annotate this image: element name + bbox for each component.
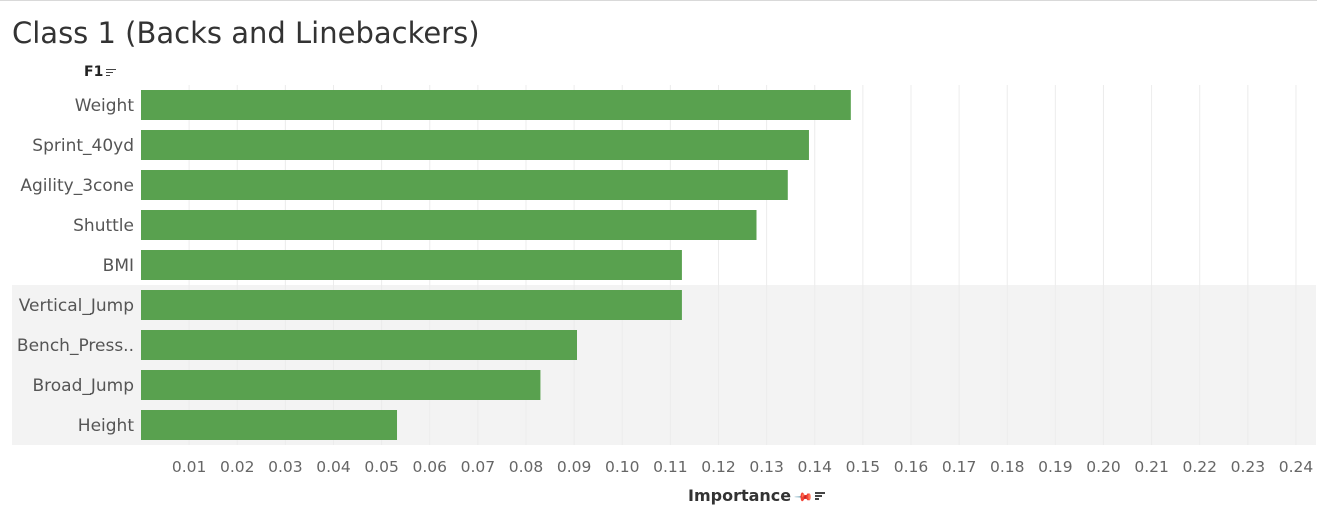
row-header-label: F1 — [84, 64, 104, 80]
x-tick-label: 0.11 — [653, 458, 688, 476]
row-label: Bench_Press.. — [17, 336, 134, 356]
x-tick-label: 0.17 — [942, 458, 977, 476]
x-tick-label: 0.23 — [1231, 458, 1266, 476]
x-tick-label: 0.04 — [316, 458, 351, 476]
x-tick-label: 0.14 — [797, 458, 832, 476]
sort-descending-icon[interactable] — [106, 68, 117, 77]
row-label: Height — [78, 416, 135, 436]
bar — [141, 170, 788, 200]
row-label: Shuttle — [73, 216, 134, 236]
bar — [141, 410, 398, 440]
x-tick-label: 0.24 — [1279, 458, 1314, 476]
x-axis-title[interactable]: Importance 📌 — [688, 486, 826, 507]
x-tick-label: 0.18 — [990, 458, 1025, 476]
x-tick-label: 0.05 — [364, 458, 399, 476]
top-border — [0, 0, 1317, 1]
x-tick-label: 0.12 — [701, 458, 736, 476]
x-tick-label: 0.10 — [605, 458, 640, 476]
bar — [141, 330, 578, 360]
bar — [141, 90, 851, 120]
row-label: Vertical_Jump — [19, 296, 134, 316]
x-tick-label: 0.07 — [461, 458, 496, 476]
x-tick-label: 0.19 — [1038, 458, 1073, 476]
pin-icon[interactable]: 📌 — [793, 486, 815, 507]
x-tick-label: 0.01 — [172, 458, 207, 476]
x-tick-label: 0.20 — [1086, 458, 1121, 476]
x-axis-title-label: Importance — [688, 486, 792, 505]
bar — [141, 290, 682, 320]
x-tick-label: 0.09 — [557, 458, 592, 476]
sort-descending-icon[interactable] — [815, 491, 826, 500]
x-tick-label: 0.08 — [509, 458, 544, 476]
bar-chart: 0.01 0.02 0.03 0.04 0.05 0.06 0.07 0.08 0.09 0.10… — [12, 85, 1316, 476]
row-label: BMI — [103, 256, 134, 276]
x-tick-label: 0.13 — [749, 458, 784, 476]
x-tick-label: 0.03 — [268, 458, 303, 476]
bar — [141, 250, 682, 280]
x-tick-label: 0.16 — [894, 458, 929, 476]
bar — [141, 130, 809, 160]
row-label: Weight — [75, 96, 135, 116]
row-label: Agility_3cone — [20, 176, 134, 196]
bar — [141, 210, 757, 240]
row-label: Sprint_40yd — [32, 136, 134, 156]
row-header[interactable]: F1 — [84, 64, 117, 80]
row-label: Broad_Jump — [32, 376, 134, 396]
x-tick-label: 0.06 — [412, 458, 447, 476]
chart-title: Class 1 (Backs and Linebackers) — [12, 16, 480, 50]
x-tick-label: 0.22 — [1182, 458, 1217, 476]
x-tick-label: 0.15 — [846, 458, 881, 476]
x-tick-label: 0.02 — [220, 458, 255, 476]
bar — [141, 370, 541, 400]
x-tick-label: 0.21 — [1134, 458, 1169, 476]
